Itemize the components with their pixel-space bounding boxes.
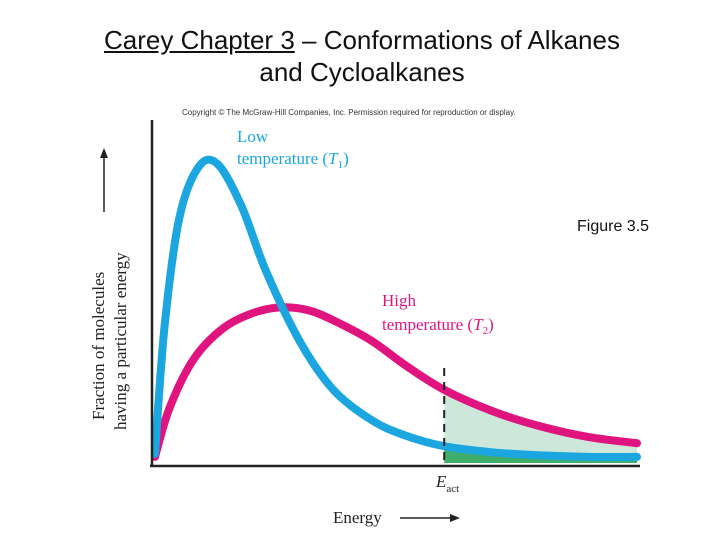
title-chapter: Carey Chapter 3 [104, 25, 295, 55]
y-axis-arrow [100, 148, 108, 212]
curve-high-temperature [151, 303, 641, 461]
svg-text:High: High [382, 291, 417, 310]
title-topic: – Conformations of Alkanes [294, 25, 620, 55]
title-line-2: and Cycloalkanes [259, 57, 465, 87]
title-line-1: Carey Chapter 3 – Conformations of Alkan… [0, 24, 720, 56]
x-axis-label: Energy [333, 508, 382, 527]
copyright-notice: Copyright © The McGraw-Hill Companies, I… [182, 108, 516, 117]
series-label-low-temperature: Low temperature (T1) [237, 127, 349, 171]
x-axis-arrow [400, 514, 460, 522]
figure-label: Figure 3.5 [577, 218, 650, 235]
activation-energy-label: Eact [435, 472, 459, 495]
y-axis-label: Fraction of molecules having a particula… [89, 252, 130, 430]
slide-title: Carey Chapter 3 – Conformations of Alkan… [0, 24, 720, 88]
series-label-high-temperature: High temperature (T2) [382, 291, 494, 337]
series-curves [151, 155, 641, 462]
y-axis-label-line-2: having a particular energy [111, 252, 130, 430]
y-axis-label-line-1: Fraction of molecules [89, 272, 108, 420]
svg-text:Low: Low [237, 127, 269, 146]
curve-low-temperature [151, 155, 641, 462]
svg-text:temperature (T1): temperature (T1) [237, 149, 349, 171]
svg-text:temperature (T2): temperature (T2) [382, 315, 494, 337]
